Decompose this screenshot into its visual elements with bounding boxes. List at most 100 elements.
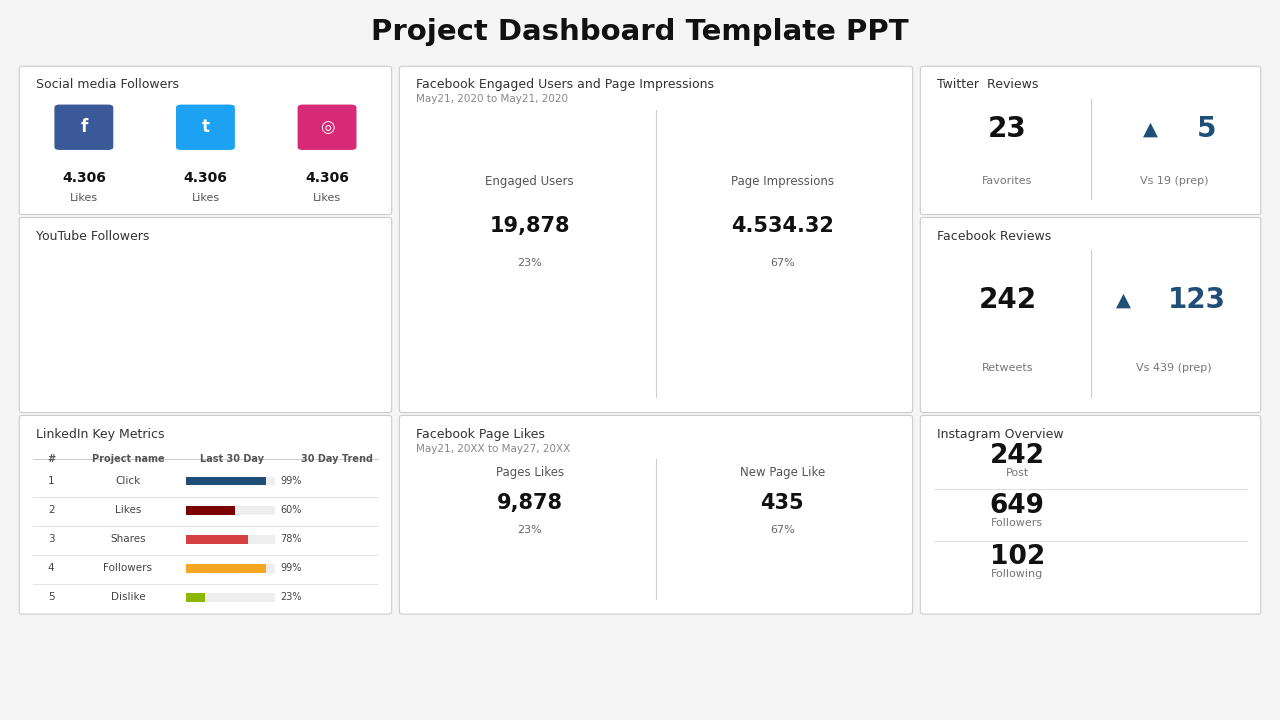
Bar [622,555,628,596]
Bar [125,300,133,306]
Text: 5: 5 [47,593,55,603]
Bar [631,568,639,596]
Bar [115,296,123,306]
Text: 242: 242 [978,286,1037,314]
Text: 99%: 99% [280,563,302,573]
FancyBboxPatch shape [19,415,392,614]
FancyBboxPatch shape [920,66,1261,215]
Text: Following: Following [991,569,1043,579]
Bar [105,306,113,353]
Bar [314,306,321,336]
FancyBboxPatch shape [920,217,1261,413]
Bar [356,306,364,311]
Text: Facebook Engaged Users and Page Impressions: Facebook Engaged Users and Page Impressi… [416,78,714,91]
Text: Social media Followers: Social media Followers [36,78,179,91]
Bar [474,545,481,596]
Text: 23: 23 [988,115,1027,143]
Text: #: # [47,454,55,464]
Bar [324,306,332,351]
Bar [456,343,462,395]
Bar [530,567,536,596]
Bar [271,276,279,306]
Bar [125,306,133,323]
Text: Facebook Page Likes: Facebook Page Likes [416,428,545,441]
Text: Likes: Likes [115,505,141,516]
Bar [283,306,291,344]
FancyBboxPatch shape [399,415,913,614]
FancyBboxPatch shape [186,535,275,544]
Text: 4.306: 4.306 [305,171,349,185]
Bar [631,375,639,395]
Text: 9,878: 9,878 [497,493,563,513]
FancyBboxPatch shape [175,104,236,150]
Text: Followers: Followers [104,563,152,573]
Text: 2: 2 [47,505,55,516]
Bar [366,301,374,306]
Text: ◎: ◎ [320,118,334,136]
Text: Project name: Project name [92,454,164,464]
FancyBboxPatch shape [186,593,275,602]
Bar [303,306,311,349]
Bar [198,294,206,306]
Bar [95,276,102,306]
Bar [445,379,453,395]
Bar [456,564,462,596]
Text: Likes: Likes [192,193,219,203]
FancyBboxPatch shape [186,477,275,485]
Bar [567,375,573,395]
Bar [324,268,332,306]
Bar [209,306,216,320]
Text: New Page Like: New Page Like [740,466,826,479]
Text: 19,878: 19,878 [489,216,570,235]
Bar [465,545,471,596]
Text: Engaged Users: Engaged Users [485,175,573,188]
Text: Vs 19 (prep): Vs 19 (prep) [1139,176,1208,186]
Bar [95,306,102,351]
Text: YouTube Followers: YouTube Followers [36,230,150,243]
FancyBboxPatch shape [920,415,1261,614]
Bar [483,584,490,596]
Bar [251,306,259,333]
Text: 5: 5 [1197,115,1217,143]
Bar [63,306,70,336]
Text: Project Dashboard Template PPT: Project Dashboard Template PPT [371,19,909,46]
Bar [73,306,81,317]
Bar [436,346,444,395]
Bar [366,306,374,323]
Text: Pages Likes: Pages Likes [495,466,563,479]
Bar [83,306,91,312]
Bar [146,306,154,340]
Text: Vs 439 (prep): Vs 439 (prep) [1135,364,1212,374]
Text: Likes: Likes [314,193,340,203]
Bar [346,306,353,318]
Bar [168,306,175,315]
Text: 78%: 78% [280,534,302,544]
Bar [511,568,518,596]
Bar [622,376,628,395]
Text: 1: 1 [47,476,55,486]
Text: Favorites: Favorites [982,176,1033,186]
Bar [502,588,508,596]
Bar [105,296,113,306]
Bar [230,289,238,306]
Bar [188,306,196,310]
FancyBboxPatch shape [297,104,356,150]
Bar [548,381,554,395]
Bar [346,280,353,306]
Text: 23%: 23% [517,258,541,269]
Bar [220,295,228,306]
Bar [136,306,143,313]
Bar [157,306,165,329]
Bar [613,359,620,395]
Text: 4: 4 [47,563,55,573]
Bar [603,360,611,395]
Text: Post: Post [1006,468,1029,478]
Bar [483,351,490,395]
Bar [198,306,206,350]
FancyBboxPatch shape [186,564,275,572]
Bar [334,294,342,306]
Bar [178,259,186,306]
Text: 4.534.32: 4.534.32 [731,216,833,235]
Text: Instagram Overview: Instagram Overview [937,428,1064,441]
FancyBboxPatch shape [186,564,266,572]
